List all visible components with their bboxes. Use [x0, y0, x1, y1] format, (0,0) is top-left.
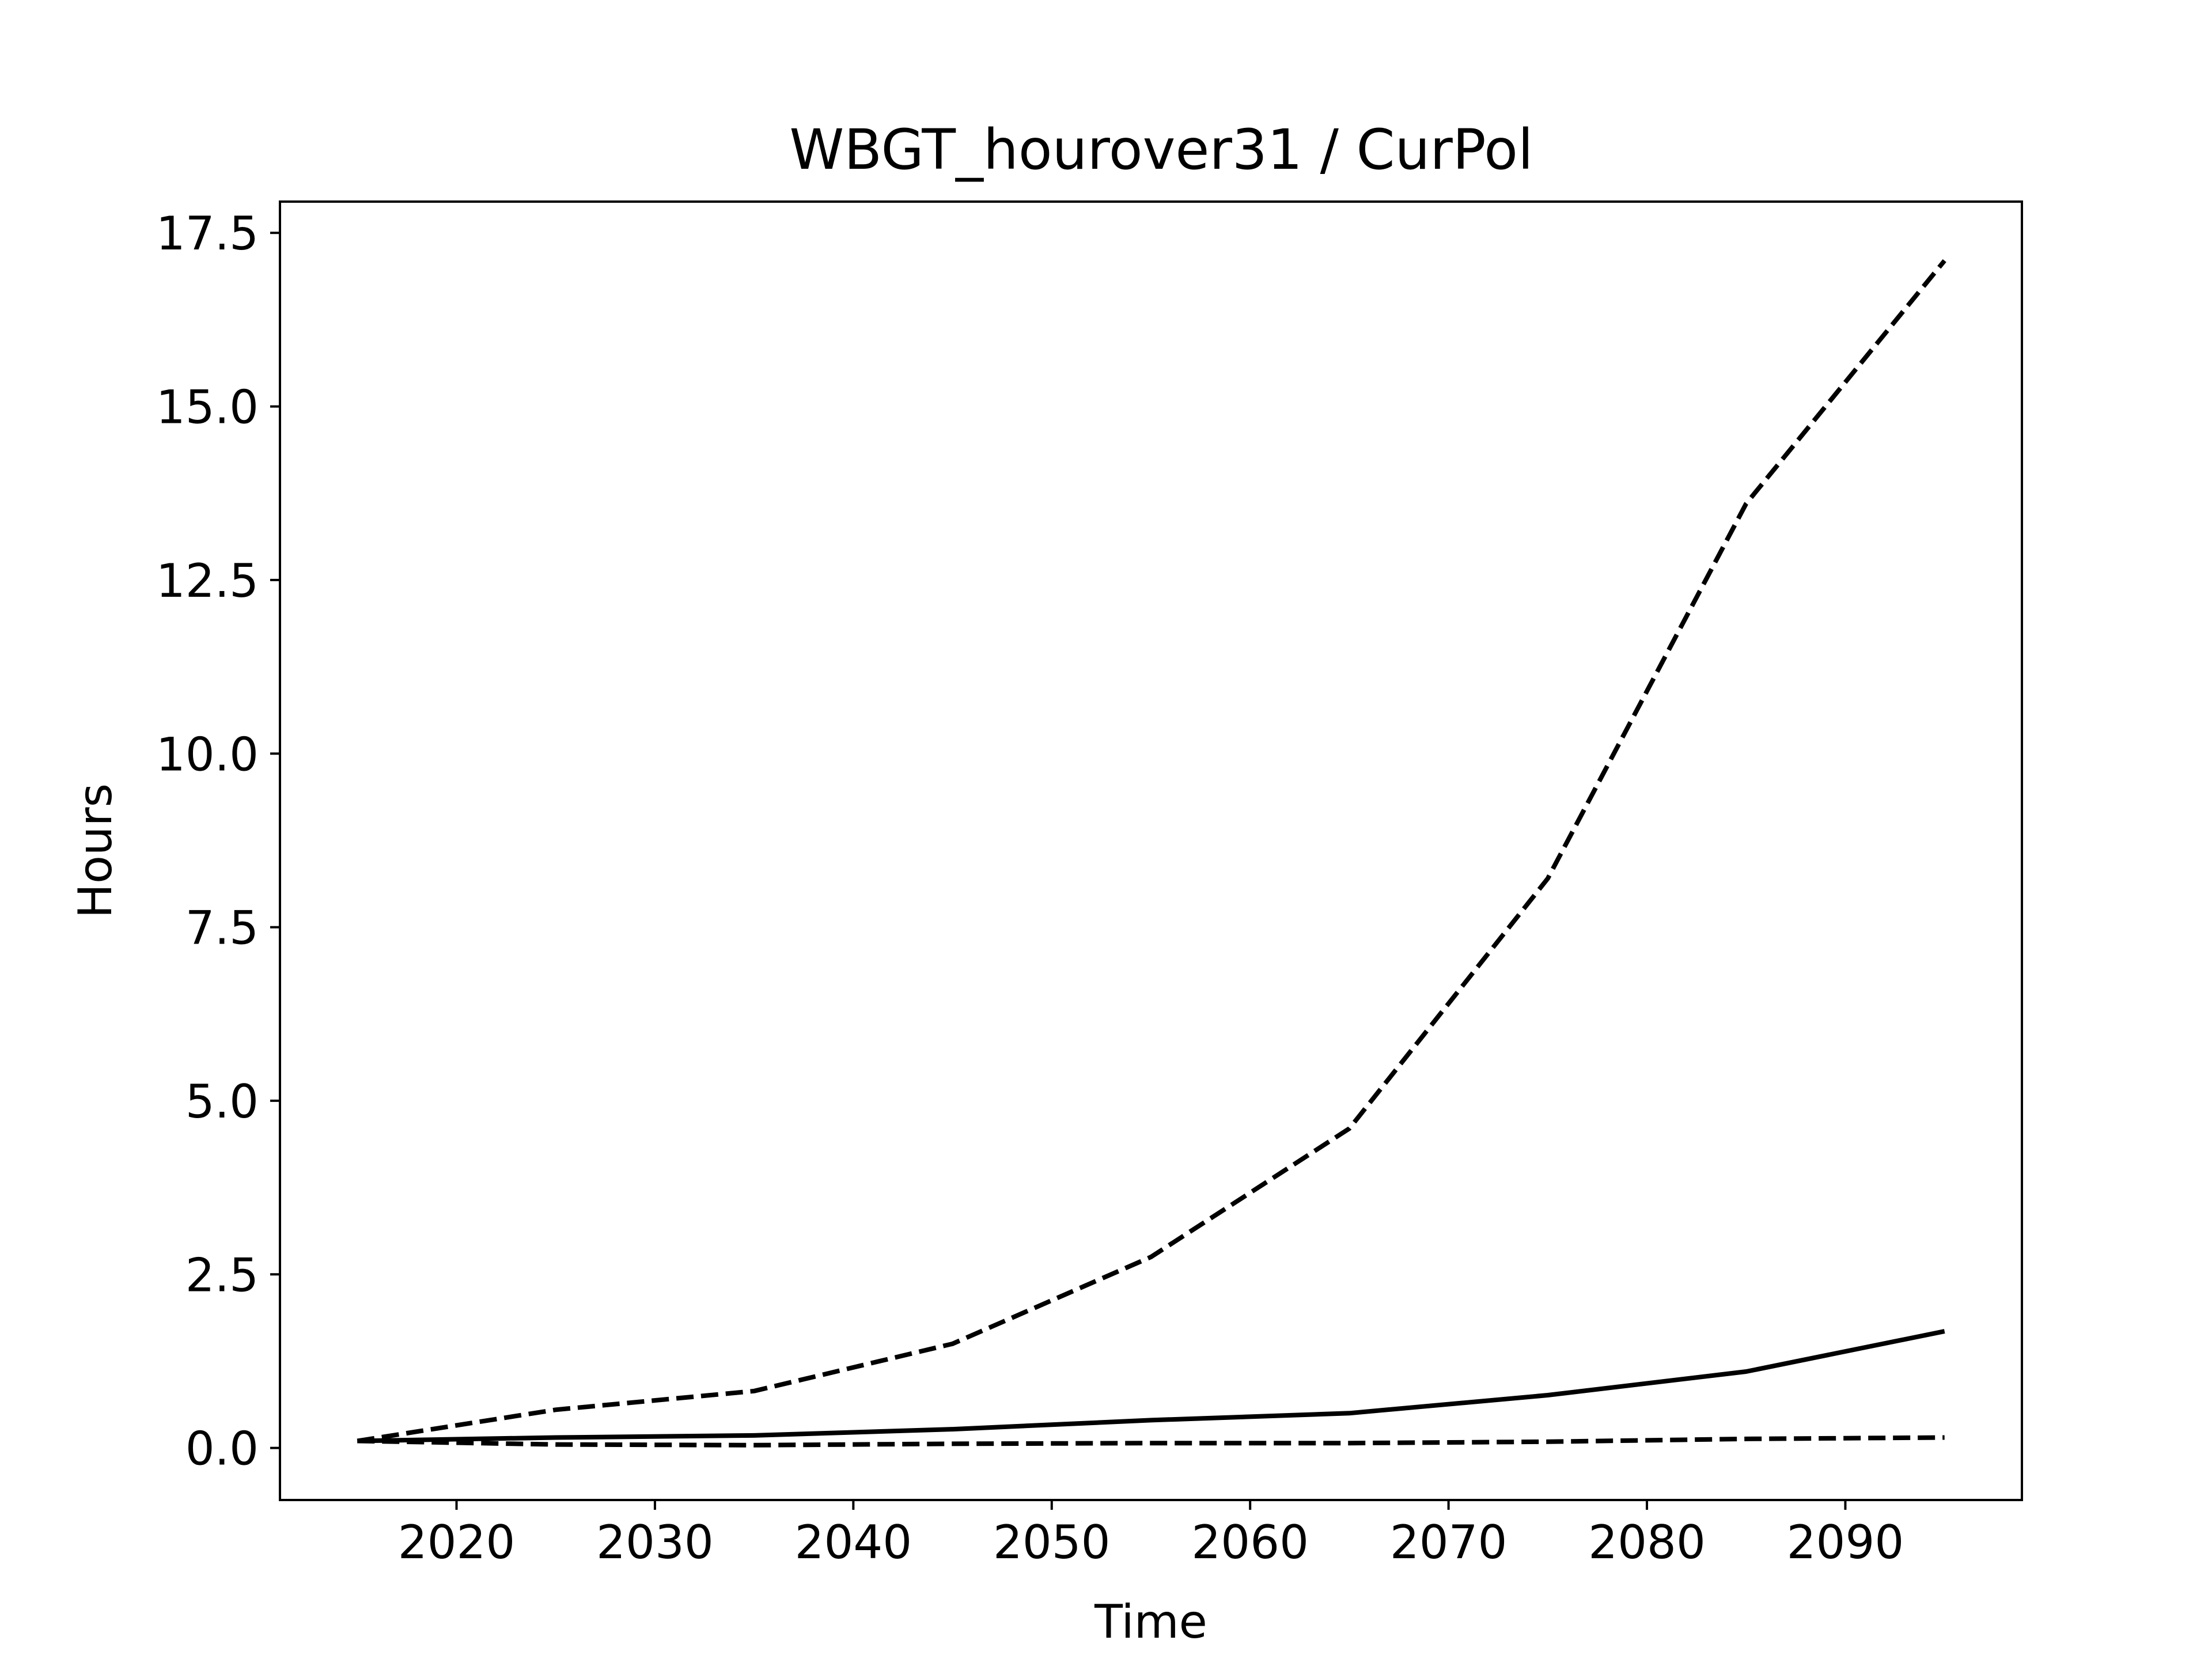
y-tick-label: 2.5 [185, 1248, 259, 1302]
y-tick-label: 10.0 [156, 728, 259, 781]
x-tick-label: 2070 [1390, 1516, 1508, 1569]
chart-title: WBGT_hourover31 / CurPol [789, 118, 1533, 182]
y-tick-label: 0.0 [185, 1422, 259, 1476]
x-axis-title: Time [1094, 1595, 1207, 1649]
x-tick-label: 2040 [795, 1516, 912, 1569]
series-line-1 [357, 259, 1946, 1444]
series-line-3 [357, 1435, 1945, 1448]
x-tick-label: 2060 [1191, 1516, 1309, 1569]
y-tick-label: 7.5 [185, 902, 259, 955]
x-tick-label: 2090 [1787, 1516, 1904, 1569]
x-tick-label: 2020 [398, 1516, 516, 1569]
axes: 2020 2030 2040 2050 2060 2070 2080 2090 0.0 2.5 5.… [156, 207, 1904, 1569]
plot-marks [357, 259, 1946, 1448]
x-tick-label: 2030 [596, 1516, 714, 1569]
x-tick-label: 2080 [1588, 1516, 1706, 1569]
y-axis-title: Hours [69, 783, 122, 918]
x-tick-label: 2050 [993, 1516, 1111, 1569]
y-tick-label: 15.0 [156, 381, 259, 434]
series-line-2 [357, 1329, 1945, 1444]
y-tick-label: 12.5 [156, 554, 259, 608]
y-tick-label: 5.0 [185, 1075, 259, 1128]
plot-frame [279, 200, 2023, 1501]
y-tick-label: 17.5 [156, 207, 259, 260]
